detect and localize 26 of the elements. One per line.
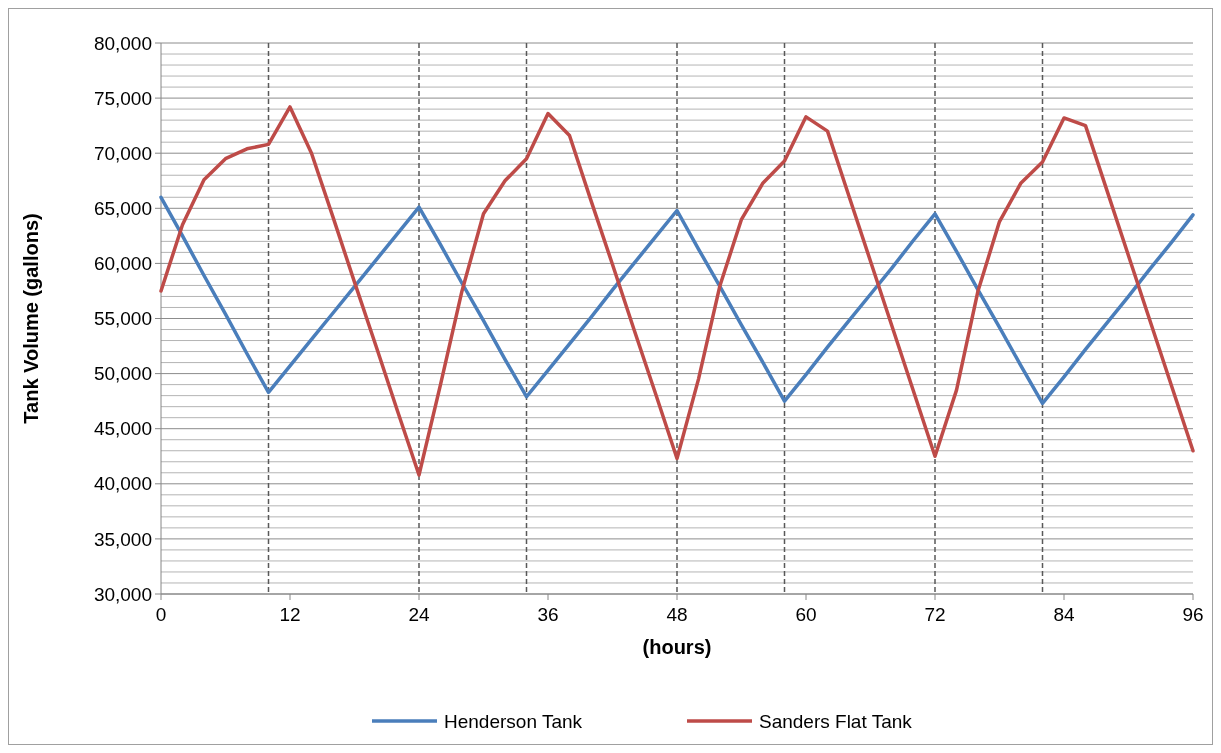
x-tick-label: 24 [408, 604, 430, 625]
x-tick-label: 84 [1053, 604, 1075, 625]
legend-label: Sanders Flat Tank [759, 710, 913, 732]
line-series [159, 195, 1195, 406]
y-tick-label: 45,000 [93, 418, 152, 440]
x-tick-label: 0 [155, 604, 167, 625]
y-tick-label: 60,000 [93, 253, 152, 275]
legend-label: Henderson Tank [444, 710, 583, 732]
x-tick-label: 36 [537, 604, 559, 625]
x-tick-label: 96 [1182, 604, 1204, 625]
y-tick-label: 30,000 [93, 583, 152, 605]
y-tick-label: 40,000 [93, 473, 152, 495]
y-tick-label: 80,000 [93, 32, 152, 54]
y-tick-label: 70,000 [93, 142, 152, 164]
y-tick-label: 35,000 [93, 528, 152, 550]
x-tick-label: 60 [795, 604, 817, 625]
x-tick-label: 72 [924, 604, 946, 625]
line-series [159, 105, 1195, 477]
y-axis-title: Tank Volume (gallons) [20, 213, 42, 424]
y-tick-label: 50,000 [93, 363, 152, 385]
x-tick-label: 12 [279, 604, 301, 625]
x-axis-title: (hours) [642, 636, 712, 658]
y-tick-label: 75,000 [93, 87, 152, 109]
y-tick-label: 65,000 [93, 197, 152, 219]
x-tick-label: 48 [666, 604, 688, 625]
y-tick-label: 55,000 [93, 308, 152, 330]
